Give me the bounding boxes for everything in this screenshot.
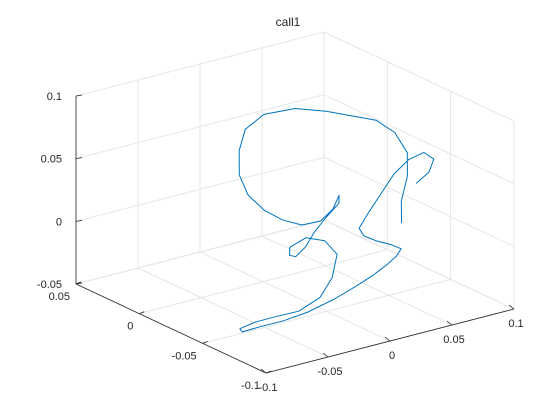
floor-gridline-x <box>137 267 329 358</box>
sidewall-gridline-z <box>323 156 515 247</box>
z-tick-label: 0.05 <box>41 154 62 166</box>
series-line <box>238 108 435 333</box>
z-tick-label: 0.1 <box>47 91 62 103</box>
floor-gridline-y <box>139 249 388 315</box>
z-tick-mark <box>75 94 83 97</box>
y-tick-label: 0 <box>127 321 133 333</box>
floor-gridline-y <box>202 278 451 344</box>
x-tick-label: -0.05 <box>317 366 342 378</box>
label-layer: -0.1-0.0500.050.1-0.1-0.0500.05-0.0500.0… <box>37 91 524 394</box>
axis-layer <box>75 94 515 374</box>
x-tick-label: 0 <box>389 350 395 362</box>
x-tick-mark <box>322 352 329 358</box>
sidewall-gridline-z <box>323 219 515 310</box>
floor-gridline-x <box>199 251 391 342</box>
y-tick-label: -0.1 <box>241 380 260 392</box>
x-tick-mark <box>508 304 515 310</box>
z-tick-mark <box>75 219 83 222</box>
x-tick-mark <box>260 368 267 374</box>
y-axis-line <box>75 283 267 374</box>
x-tick-label: -0.1 <box>259 382 278 394</box>
y-tick-mark <box>202 340 208 344</box>
z-tick-label: -0.05 <box>37 279 62 291</box>
backwall-gridline-z <box>75 94 325 160</box>
floor-gridline-x <box>261 235 453 326</box>
x-tick-label: 0.1 <box>508 318 523 330</box>
z-tick-mark <box>75 157 83 160</box>
y-tick-mark <box>265 370 272 374</box>
z-tick-mark <box>75 282 83 285</box>
sidewall-gridline-z <box>323 94 515 185</box>
backwall-gridline-z <box>75 156 325 222</box>
z-tick-label: 0 <box>56 216 62 228</box>
y-tick-label: 0.05 <box>49 291 70 303</box>
sidewall-gridline-z <box>323 31 515 122</box>
backwall-gridline-z <box>75 219 325 285</box>
chart-title: call1 <box>276 15 301 29</box>
x-tick-label: 0.05 <box>443 334 464 346</box>
y-tick-label: -0.05 <box>172 350 197 362</box>
backwall-gridline-z <box>75 31 325 97</box>
x-tick-mark <box>384 336 391 342</box>
series-layer <box>238 108 435 333</box>
y-tick-mark <box>139 311 145 315</box>
x-tick-mark <box>446 320 453 326</box>
